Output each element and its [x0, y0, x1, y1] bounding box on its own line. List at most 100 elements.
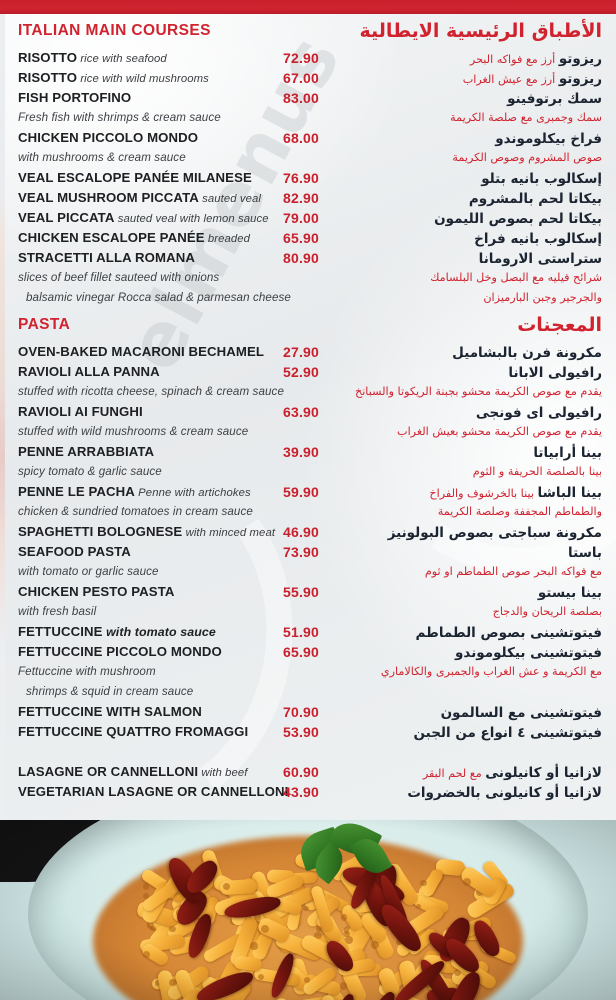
menu-item-subtitle: with tomato sauce: [102, 625, 216, 639]
menu-item-description: slices of beef fillet sauteed with onion…: [18, 271, 220, 284]
menu-item-description: stuffed with wild mushrooms & cream sauc…: [18, 425, 249, 438]
menu-item-name-arabic: فراخ بيكلوموندو: [495, 131, 602, 147]
row-align-spacer: [350, 682, 602, 702]
penne-hole: [314, 931, 323, 940]
penne-hole: [315, 925, 323, 933]
menu-item-row: CHICKEN PESTO PASTA 55.90: [18, 582, 348, 602]
menu-item-description: balsamic vinegar Rocca salad & parmesan …: [26, 291, 291, 304]
menu-item-row-arabic: فراخ بيكلوموندو: [350, 128, 602, 148]
menu-item-name-arabic: بيكاتا لحم بالمشروم: [468, 191, 602, 207]
menu-item-row-arabic: مكرونة فرن بالبشاميل: [350, 342, 602, 362]
menu-item-name-arabic: فيتوتشينى بصوص الطماطم: [415, 625, 602, 641]
menu-item-name: FETTUCCINE QUATTRO FROMAGGI: [18, 724, 249, 739]
menu-item-row-arabic: فيتوتشينى مع السالمون: [350, 702, 602, 722]
menu-item-name-arabic: فيتوتشينى بيكلوموندو: [455, 645, 602, 661]
penne-hole: [142, 883, 150, 890]
menu-item-subtitle-arabic: بينا بالخرشوف والفراخ: [429, 487, 538, 500]
menu-item-name: VEAL ESCALOPE PANÉE MILANESE: [18, 170, 252, 185]
menu-item-row: VEAL PICCATA sauted veal with lemon sauc…: [18, 208, 348, 228]
menu-item-row-arabic: بيكاتا لحم بالمشروم: [350, 188, 602, 208]
menu-item-name-arabic: بينا أرابياتا: [533, 445, 602, 461]
menu-item-name: FETTUCCINE PICCOLO MONDO: [18, 644, 222, 659]
menu-item-description-arabic: بينا بالصلصة الحريفة و الثوم: [472, 465, 602, 478]
section-gap: [350, 742, 602, 762]
menu-item-price: 76.90: [283, 170, 320, 186]
menu-item-name-arabic: باستا: [568, 545, 602, 561]
menu-item-name: VEAL MUSHROOM PICCATA: [18, 190, 199, 205]
menu-item-row: VEGETARIAN LASAGNE OR CANNELLONI 43.90: [18, 782, 348, 802]
menu-item-name-arabic: رافيولى اى فونجى: [475, 405, 602, 421]
menu-item-description: with mushrooms & cream sauce: [18, 151, 186, 164]
menu-item-row-arabic: بيكاتا لحم بصوص الليمون: [350, 208, 602, 228]
menu-item-row-arabic: مكرونة سباجتى بصوص البولونيز: [350, 522, 602, 542]
menu-item-row: OVEN-BAKED MACARONI BECHAMEL 27.90: [18, 342, 348, 362]
menu-item-row-arabic: فيتوتشينى بصوص الطماطم: [350, 622, 602, 642]
menu-item-name: CHICKEN ESCALOPE PANÉE: [18, 230, 205, 245]
menu-item-row-arabic: رافيولى الابانا: [350, 362, 602, 382]
menu-item-name: FETTUCCINE WITH SALMON: [18, 704, 202, 719]
menu-item-price: 68.00: [283, 130, 320, 146]
menu-item-description-arabic: سمك وجمبرى مع صلصة الكريمة: [450, 111, 602, 124]
menu-item-name-arabic: ريزوتو: [558, 71, 602, 87]
menu-item-row: SEAFOOD PASTA 73.90: [18, 542, 348, 562]
menu-item-description-arabic: صوص المشروم وصوص الكريمة: [452, 151, 602, 164]
menu-item-row: CHICKEN ESCALOPE PANÉE breaded 65.90: [18, 228, 348, 248]
section-heading-arabic: الأطباق الرئيسية الايطالية: [359, 20, 602, 42]
menu-item-row-arabic: ريزوتو أرز مع فواكه البحر: [350, 48, 602, 68]
menu-item-row-arabic: لازانيا أو كانيلونى مع لحم البقر: [350, 762, 602, 782]
menu-item-name-arabic: مكرونة سباجتى بصوص البولونيز: [387, 525, 602, 541]
menu-item-row: CHICKEN PICCOLO MONDO 68.00: [18, 128, 348, 148]
menu-item-description-arabic: والطماطم المجففة وصلصة الكريمة: [437, 505, 602, 518]
menu-item-name: RISOTTO: [18, 50, 78, 65]
menu-item-name: VEGETARIAN LASAGNE OR CANNELLONI: [18, 784, 289, 799]
menu-item-description-arabic: مع الكريمة و عش الغراب والجمبرى والكالام…: [380, 665, 602, 678]
menu-item-name: PENNE LE PACHA: [18, 484, 135, 499]
section-heading-italian-main-courses: ITALIAN MAIN COURSES: [18, 22, 211, 39]
penne-hole: [302, 905, 309, 912]
menu-item-subtitle: sauted veal with lemon sauce: [114, 213, 269, 225]
penne-hole: [169, 925, 176, 933]
menu-item-name: VEAL PICCATA: [18, 210, 115, 225]
penne-hole: [169, 978, 177, 987]
menu-item-subtitle: with beef: [198, 767, 248, 779]
menu-item-name-arabic: بيكاتا لحم بصوص الليمون: [434, 211, 602, 227]
menu-item-row-arabic: فيتوتشينى ٤ انواع من الجبن: [350, 722, 602, 742]
menu-item-name-arabic: فيتوتشينى مع السالمون: [440, 705, 602, 721]
menu-item-name: LASAGNE OR CANNELLONI: [18, 764, 199, 779]
menu-item-row: RISOTTO rice with seafood 72.90: [18, 48, 348, 68]
menu-item-price: 65.90: [283, 230, 320, 246]
menu-item-name: CHICKEN PICCOLO MONDO: [18, 130, 199, 145]
menu-item-name-arabic: بينا بيستو: [537, 585, 602, 601]
penne-hole: [453, 968, 461, 976]
menu-item-name: RAVIOLI ALLA PANNA: [18, 364, 160, 379]
food-photo: [0, 820, 616, 1000]
penne-hole: [339, 982, 348, 990]
menu-item-description-arabic: يقدم مع صوص الكريمة محشو بعيش الغراب: [397, 425, 602, 438]
menu-item-price: 65.90: [283, 644, 320, 660]
penne-hole: [342, 930, 350, 938]
menu-item-description: Fresh fish with shrimps & cream sauce: [18, 111, 221, 124]
menu-item-row-arabic: رافيولى اى فونجى: [350, 402, 602, 422]
menu-item-price: 46.90: [283, 524, 320, 540]
menu-item-name: SPAGHETTI BOLOGNESE: [18, 524, 183, 539]
penne-hole: [257, 973, 265, 980]
menu-item-price: 39.90: [283, 444, 320, 460]
photo-vignette: [0, 820, 616, 1000]
menu-item-price: 43.90: [283, 784, 320, 800]
menu-item-description: Fettuccine with mushroom: [18, 665, 156, 678]
menu-item-price: 55.90: [283, 584, 320, 600]
menu-page: elmenus ITALIAN MAIN COURSES RISOTTO rice…: [0, 14, 616, 820]
menu-item-subtitle: with minced meat: [182, 527, 276, 539]
menu-item-description-arabic: شرائح فيليه مع البصل وخل البلسامك: [430, 271, 602, 284]
penne-hole: [344, 935, 353, 944]
menu-item-name-arabic: بينا الباشا: [537, 485, 602, 501]
menu-item-description: stuffed with ricotta cheese, spinach & c…: [18, 385, 284, 398]
menu-item-price: 83.00: [283, 90, 320, 106]
menu-item-name: OVEN-BAKED MACARONI BECHAMEL: [18, 344, 265, 359]
menu-item-row-arabic: باستا: [350, 542, 602, 562]
menu-item-row-arabic: لازانيا أو كانيلونى بالخضروات: [350, 782, 602, 802]
menu-item-row: LASAGNE OR CANNELLONI with beef 60.90: [18, 762, 348, 782]
menu-item-name-arabic: لازانيا أو كانيلونى: [485, 765, 602, 781]
penne-hole: [370, 940, 379, 949]
menu-item-row: PENNE ARRABBIATA 39.90: [18, 442, 348, 462]
